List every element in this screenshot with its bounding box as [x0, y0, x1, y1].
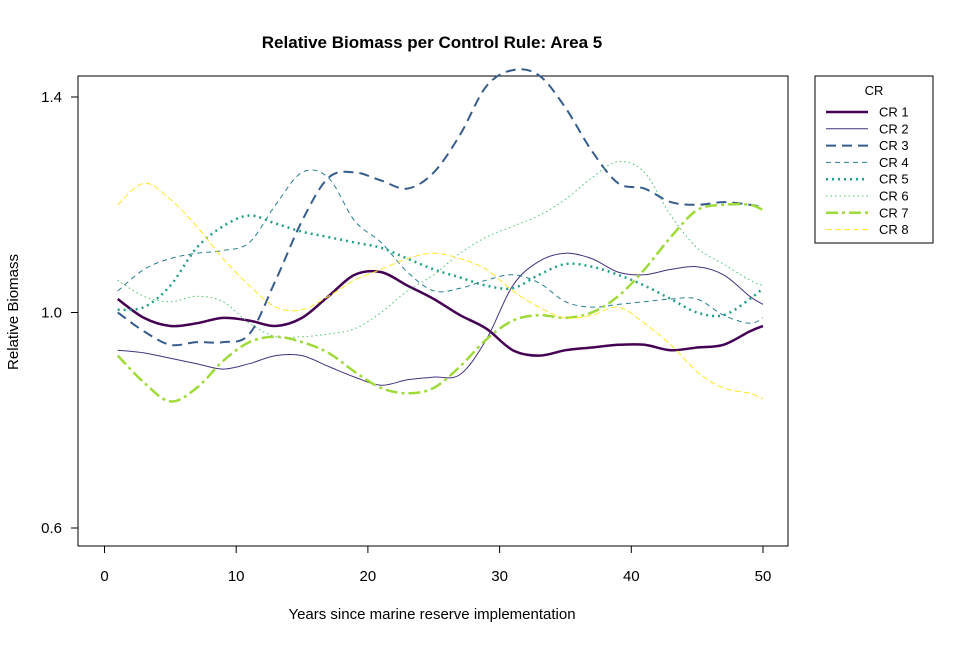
legend-label-cr-8: CR 8 [879, 222, 909, 237]
y-axis: 0.6 1.0 1.4 [41, 89, 79, 537]
legend-box [814, 75, 934, 244]
legend-label-cr-4: CR 4 [879, 155, 909, 170]
legend-label-cr-2: CR 2 [879, 121, 909, 136]
y-tick-label: 1.0 [41, 305, 62, 322]
x-axis-label: Years since marine reserve implementatio… [288, 606, 575, 623]
series-line-cr-3 [117, 68, 764, 347]
legend-label-cr-7: CR 7 [879, 205, 909, 220]
legend-label-cr-5: CR 5 [879, 172, 909, 187]
series-line-cr-8 [117, 182, 764, 400]
series-line-cr-5 [117, 214, 764, 318]
x-tick-label: 50 [755, 568, 772, 585]
series-line-cr-7 [116, 202, 764, 403]
series-line-cr-1 [116, 269, 764, 357]
y-tick-label: 0.6 [41, 520, 62, 537]
x-tick-label: 0 [100, 568, 108, 585]
y-axis-label: Relative Biomass [5, 254, 22, 370]
y-tick-label: 1.4 [41, 89, 62, 106]
x-tick-label: 30 [491, 568, 508, 585]
series-line-cr-4 [117, 169, 764, 324]
series-line-cr-2 [117, 252, 764, 386]
x-axis: 0 10 20 30 40 50 [100, 545, 772, 585]
chart-title: Relative Biomass per Control Rule: Area … [262, 33, 602, 52]
x-tick-label: 10 [228, 568, 245, 585]
series-group [116, 68, 764, 403]
x-tick-label: 20 [360, 568, 377, 585]
legend-title: CR [865, 83, 884, 98]
legend-label-cr-6: CR 6 [879, 189, 909, 204]
x-tick-label: 40 [623, 568, 640, 585]
legend-label-cr-1: CR 1 [879, 105, 909, 120]
legend-label-cr-3: CR 3 [879, 138, 909, 153]
legend: CR CR 1CR 2 CR 3 CR 4 CR 5 CR 6CR 7 CR 8 [814, 75, 934, 244]
